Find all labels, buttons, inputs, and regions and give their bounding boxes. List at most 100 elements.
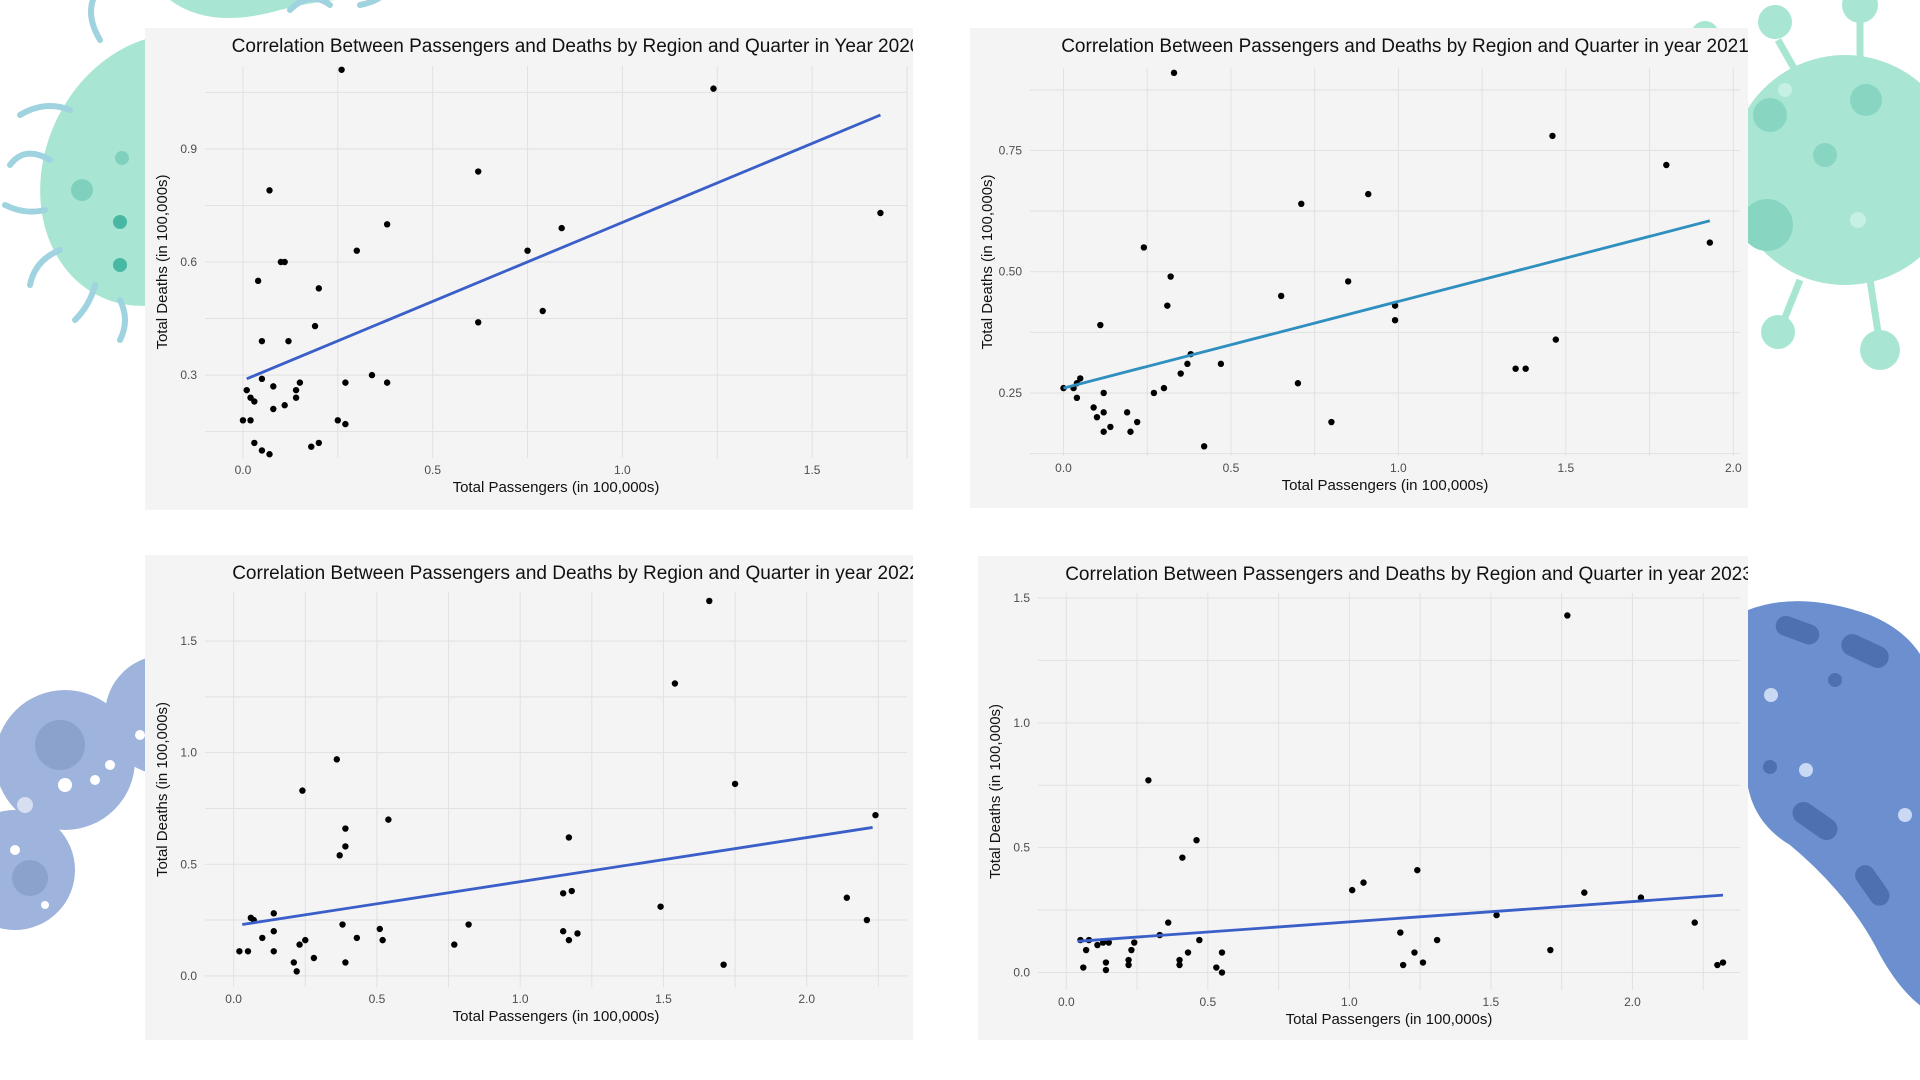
data-point — [1133, 418, 1141, 426]
data-point — [710, 85, 717, 92]
data-point — [1414, 866, 1421, 874]
data-point — [1176, 956, 1183, 964]
data-point — [706, 597, 713, 605]
data-point — [292, 386, 300, 394]
data-point — [353, 934, 361, 942]
x-tick-label: 0.0 — [225, 992, 242, 1006]
data-point — [559, 890, 567, 897]
chart-title: Correlation Between Passengers and Death… — [232, 563, 913, 584]
data-point — [258, 447, 266, 454]
data-point — [270, 948, 277, 955]
data-point — [296, 941, 303, 948]
data-point — [475, 319, 482, 326]
y-tick-label: 0.0 — [180, 969, 197, 983]
data-point — [1663, 161, 1670, 169]
data-point — [338, 66, 345, 73]
x-axis-label: Total Passengers (in 100,000s) — [1286, 1011, 1493, 1028]
data-point — [539, 307, 546, 315]
data-point — [1082, 946, 1090, 954]
data-point — [333, 756, 341, 763]
data-point — [1277, 292, 1285, 300]
data-point — [1184, 360, 1191, 368]
data-point — [1637, 894, 1645, 901]
data-point — [1391, 317, 1399, 324]
data-point — [671, 680, 679, 687]
data-point — [657, 903, 664, 910]
data-point — [251, 398, 258, 405]
data-point — [1125, 961, 1132, 969]
data-point — [254, 277, 262, 285]
data-point — [244, 948, 252, 955]
data-point — [1102, 966, 1110, 974]
data-point — [1100, 409, 1107, 416]
data-point — [339, 921, 346, 928]
data-point — [1131, 939, 1138, 946]
data-point — [1217, 360, 1225, 368]
data-point — [308, 443, 315, 450]
chart-panel-2020: 0.0 0.5 1.0 1.5 0.3 0.6 0.9 Correlation Between… — [145, 28, 913, 510]
data-point — [1298, 200, 1305, 207]
data-point — [731, 780, 739, 788]
data-point — [296, 379, 304, 386]
x-tick-label: 0.5 — [1199, 995, 1216, 1009]
data-point — [376, 925, 383, 933]
data-point — [1328, 418, 1335, 426]
x-tick-label: 1.5 — [655, 992, 672, 1006]
data-point — [1080, 964, 1087, 971]
data-point — [1547, 946, 1554, 954]
data-point — [1706, 239, 1714, 246]
data-point — [342, 825, 349, 832]
y-tick-label: 0.75 — [999, 143, 1023, 157]
y-tick-label: 0.5 — [1013, 841, 1030, 855]
data-point — [236, 948, 243, 955]
data-point — [270, 383, 277, 390]
x-tick-label: 0.0 — [235, 463, 252, 477]
y-tick-label: 1.5 — [1013, 591, 1030, 605]
data-point — [1093, 414, 1101, 421]
data-point — [266, 187, 273, 194]
y-tick-label: 0.3 — [180, 368, 197, 382]
chart-panel-2022: 0.0 0.5 1.0 1.5 2.0 0.0 0.5 1.0 1.5 Correlation B… — [145, 555, 913, 1040]
data-point — [1125, 956, 1132, 964]
data-point — [266, 451, 273, 458]
data-point — [1107, 423, 1114, 431]
data-point — [334, 417, 342, 424]
data-point — [1344, 278, 1352, 285]
data-point — [1176, 961, 1183, 969]
data-point — [239, 417, 247, 424]
data-point — [379, 936, 386, 944]
data-point — [1522, 365, 1529, 372]
y-tick-label: 0.0 — [1013, 966, 1030, 980]
x-tick-label: 2.0 — [798, 992, 815, 1006]
x-tick-label: 0.5 — [369, 992, 386, 1006]
data-point — [1549, 132, 1556, 140]
data-point — [559, 928, 567, 935]
x-tick-label: 1.0 — [614, 463, 631, 477]
data-point — [336, 852, 343, 859]
chart-panel-2023: 0.0 0.5 1.0 1.5 2.0 0.0 0.5 1.0 1.5 Correlation B… — [978, 556, 1748, 1040]
data-point — [1213, 964, 1220, 971]
data-point — [1094, 941, 1101, 949]
y-tick-label: 0.50 — [999, 265, 1023, 279]
data-point — [1105, 939, 1112, 946]
data-point — [385, 816, 392, 823]
data-point — [1167, 273, 1174, 280]
data-point — [290, 959, 298, 966]
data-point — [863, 916, 871, 924]
y-axis-label: Total Deaths (in 100,000s) — [979, 174, 996, 349]
data-point — [565, 834, 573, 841]
data-point — [475, 168, 482, 175]
x-tick-label: 1.0 — [1341, 995, 1358, 1009]
x-axis-label: Total Passengers (in 100,000s) — [453, 1008, 660, 1025]
x-tick-label: 0.0 — [1055, 461, 1072, 475]
data-point — [243, 386, 250, 394]
data-point — [1128, 946, 1135, 954]
data-point — [293, 968, 300, 975]
data-point — [383, 379, 391, 386]
x-axis-label: Total Passengers (in 100,000s) — [1282, 477, 1489, 494]
data-point — [568, 887, 575, 895]
trend-line — [1063, 219, 1711, 390]
data-point — [1397, 929, 1404, 936]
data-point — [251, 439, 258, 447]
y-axis-label: Total Deaths (in 100,000s) — [987, 704, 1004, 879]
